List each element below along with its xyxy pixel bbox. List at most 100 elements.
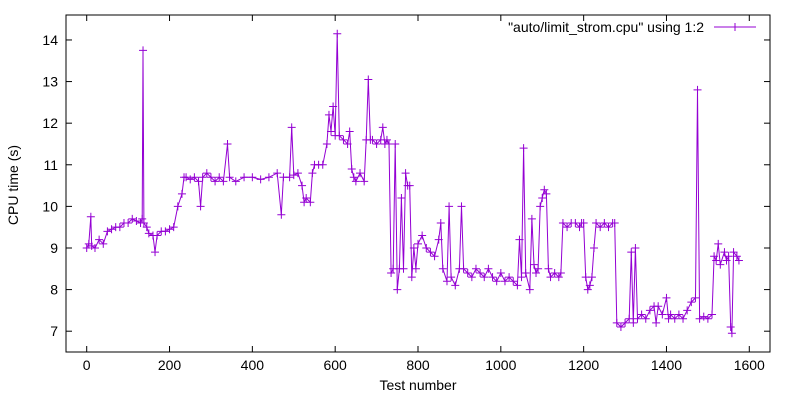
data-point-marker bbox=[128, 214, 137, 223]
data-point-marker bbox=[399, 264, 408, 273]
data-point-marker bbox=[534, 264, 543, 273]
data-point-marker bbox=[196, 202, 205, 211]
data-point-marker bbox=[445, 202, 454, 211]
data-point-marker bbox=[190, 173, 199, 182]
data-point-marker bbox=[351, 177, 360, 186]
data-point-marker bbox=[724, 252, 733, 261]
data-point-marker bbox=[645, 306, 654, 315]
data-point-marker bbox=[298, 181, 307, 190]
data-point-marker bbox=[488, 273, 497, 282]
data-point-marker bbox=[658, 310, 667, 319]
data-point-marker bbox=[103, 227, 112, 236]
x-tick-label: 1000 bbox=[485, 357, 516, 373]
data-point-marker bbox=[703, 314, 712, 323]
data-point-marker bbox=[240, 173, 249, 182]
data-point-marker bbox=[590, 243, 598, 252]
data-point-marker bbox=[231, 177, 240, 186]
data-point-marker bbox=[492, 277, 501, 286]
legend-swatch-marker bbox=[731, 23, 739, 31]
data-point-marker bbox=[612, 318, 621, 327]
data-point-marker bbox=[527, 214, 536, 223]
data-point-marker bbox=[583, 285, 592, 294]
data-point-marker bbox=[372, 139, 381, 148]
data-point-marker bbox=[683, 306, 692, 315]
data-point-marker bbox=[529, 260, 538, 269]
data-point-marker bbox=[248, 173, 257, 182]
data-point-marker bbox=[480, 273, 489, 282]
data-point-marker bbox=[666, 310, 675, 319]
data-point-marker bbox=[211, 177, 220, 186]
y-axis-label: CPU time (s) bbox=[5, 145, 21, 225]
y-tick-label: 9 bbox=[50, 240, 58, 256]
data-point-marker bbox=[722, 256, 731, 265]
data-point-marker bbox=[99, 239, 108, 248]
data-point-marker bbox=[418, 231, 427, 240]
data-point-marker bbox=[308, 169, 317, 178]
data-point-marker bbox=[716, 260, 725, 269]
data-point-marker bbox=[476, 268, 485, 277]
data-point-marker bbox=[368, 135, 377, 144]
data-point-marker bbox=[471, 264, 480, 273]
y-tick-label: 7 bbox=[50, 323, 58, 339]
data-point-marker bbox=[687, 298, 696, 307]
x-axis-label: Test number bbox=[379, 377, 456, 393]
y-tick-label: 11 bbox=[43, 157, 58, 173]
data-point-marker bbox=[82, 243, 91, 252]
data-point-marker bbox=[525, 285, 534, 294]
x-tick-label: 200 bbox=[158, 357, 182, 373]
data-point-marker bbox=[219, 177, 228, 186]
data-point-marker bbox=[107, 225, 116, 234]
data-point-marker bbox=[186, 175, 195, 184]
y-tick-label: 8 bbox=[50, 282, 58, 298]
series-line bbox=[86, 33, 740, 334]
data-point-marker bbox=[538, 194, 547, 203]
data-point-marker bbox=[699, 312, 708, 321]
x-tick-label: 0 bbox=[83, 357, 91, 373]
series-layer bbox=[82, 29, 743, 338]
data-point-marker bbox=[397, 194, 406, 203]
data-point-marker bbox=[558, 219, 567, 228]
data-point-marker bbox=[652, 318, 661, 327]
data-point-marker bbox=[364, 75, 373, 84]
data-point-marker bbox=[637, 310, 646, 319]
data-point-marker bbox=[169, 223, 178, 232]
data-point-marker bbox=[633, 314, 642, 323]
data-point-marker bbox=[356, 169, 365, 178]
data-point-marker bbox=[206, 173, 215, 182]
data-point-marker bbox=[521, 268, 530, 277]
data-point-marker bbox=[575, 223, 584, 232]
data-point-marker bbox=[500, 277, 509, 286]
data-point-marker bbox=[695, 314, 704, 323]
data-point-marker bbox=[95, 235, 104, 244]
data-point-marker bbox=[87, 241, 96, 250]
data-point-marker bbox=[554, 273, 563, 282]
x-tick-label: 800 bbox=[406, 357, 430, 373]
data-point-marker bbox=[631, 243, 640, 252]
data-point-marker bbox=[459, 264, 468, 273]
data-point-marker bbox=[329, 102, 338, 111]
x-tick-label: 1600 bbox=[734, 357, 765, 373]
data-point-marker bbox=[654, 302, 663, 311]
data-point-marker bbox=[585, 281, 594, 290]
x-tick-label: 400 bbox=[241, 357, 265, 373]
data-point-marker bbox=[382, 135, 391, 144]
data-point-marker bbox=[434, 235, 443, 244]
data-point-marker bbox=[306, 198, 315, 207]
data-point-marker bbox=[139, 219, 148, 228]
data-point-marker bbox=[496, 268, 505, 277]
data-point-marker bbox=[124, 219, 133, 228]
legend: "auto/limit_strom.cpu" using 1:2 bbox=[508, 19, 756, 35]
data-point-marker bbox=[287, 123, 296, 132]
data-point-marker bbox=[327, 127, 336, 136]
data-point-marker bbox=[407, 273, 416, 282]
data-point-marker bbox=[345, 127, 354, 136]
data-point-marker bbox=[409, 243, 418, 252]
data-point-marker bbox=[720, 248, 729, 257]
data-point-marker bbox=[349, 173, 358, 182]
data-point-marker bbox=[177, 189, 186, 198]
data-point-marker bbox=[693, 85, 702, 94]
data-point-marker bbox=[447, 273, 456, 282]
data-point-marker bbox=[430, 252, 439, 261]
